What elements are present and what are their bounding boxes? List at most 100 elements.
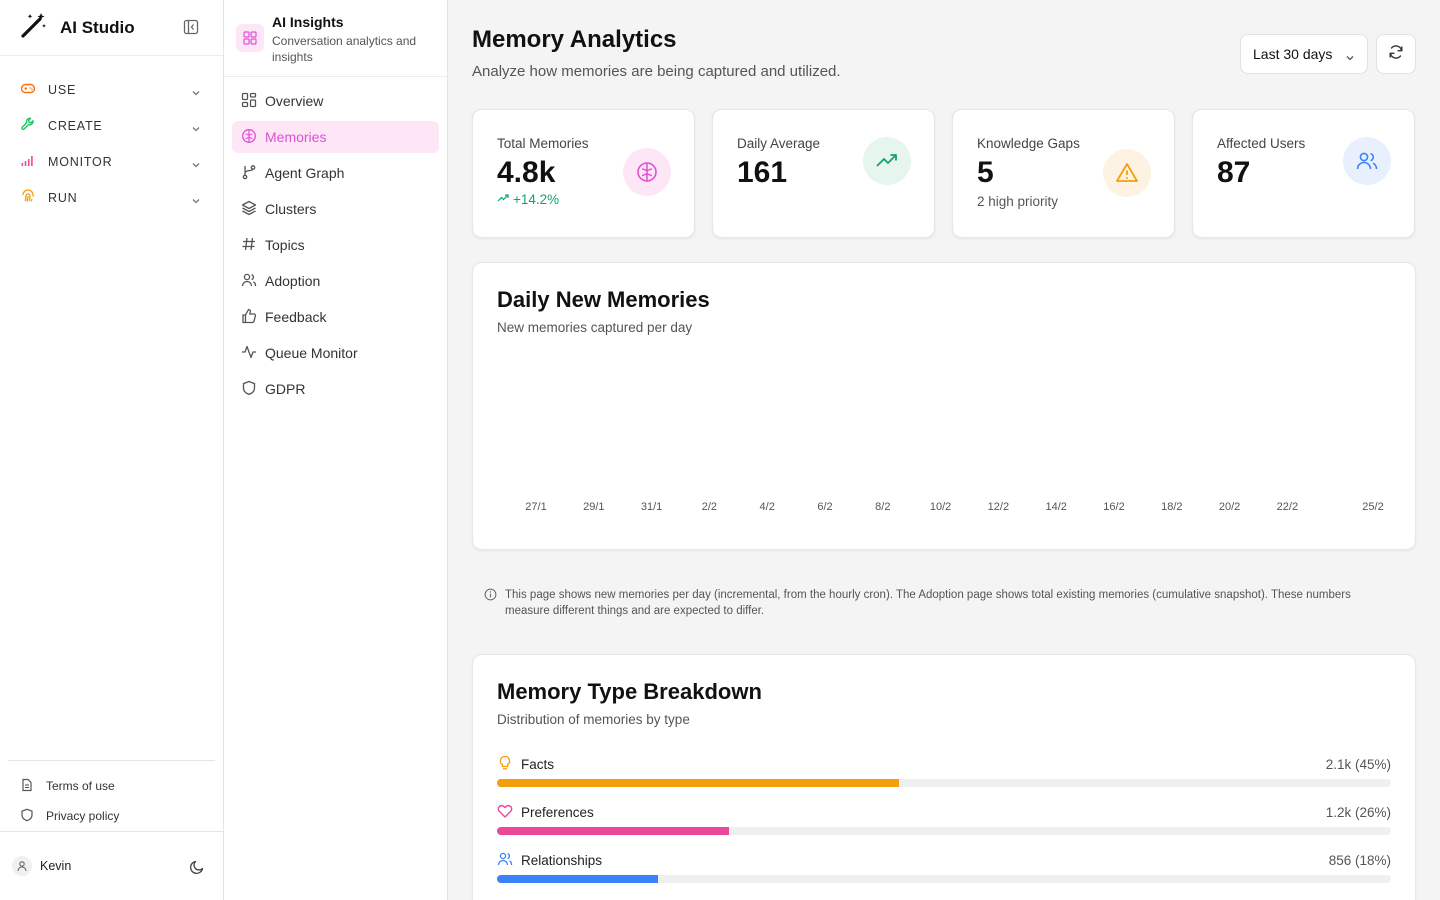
app-title: AI Studio xyxy=(60,17,135,37)
nav-group-run[interactable]: RUN xyxy=(0,180,223,216)
section-item-label: Queue Monitor xyxy=(265,345,358,361)
stat-value: 87 xyxy=(1217,156,1251,189)
refresh-icon xyxy=(1388,44,1404,65)
x-tick-label: 20/2 xyxy=(1218,501,1241,513)
users-icon xyxy=(497,851,513,870)
section-item-label: Feedback xyxy=(265,309,327,325)
nav-group-use[interactable]: USE xyxy=(0,72,223,108)
stat-label: Total Memories xyxy=(497,136,589,151)
section-item-label: Adoption xyxy=(265,273,321,289)
git-branch-icon xyxy=(241,164,257,183)
breakdown-bar-track xyxy=(497,827,1391,835)
chevron-down-icon xyxy=(191,193,201,211)
x-tick-label: 31/1 xyxy=(640,501,663,513)
x-tick-label: 10/2 xyxy=(929,501,952,513)
nav-group-label: USE xyxy=(48,83,77,97)
signal-icon xyxy=(20,152,36,173)
user-icon[interactable] xyxy=(12,856,32,876)
user-bar: Kevin xyxy=(0,831,223,900)
stat-card-daily-average: Daily Average 161 xyxy=(712,109,935,238)
chevron-down-icon xyxy=(1345,50,1355,66)
section-nav: Overview Memories Agent Graph Clusters T… xyxy=(224,77,447,405)
daily-memories-chart: Daily New Memories New memories captured… xyxy=(472,262,1416,550)
breakdown-value: 1.2k (26%) xyxy=(1325,804,1391,820)
brain-icon xyxy=(241,128,257,147)
info-icon xyxy=(484,588,497,619)
section-item-clusters[interactable]: Clusters xyxy=(232,193,439,225)
activity-icon xyxy=(241,344,257,363)
breakdown-title: Memory Type Breakdown xyxy=(497,679,762,704)
x-tick-label: 22/2 xyxy=(1276,501,1299,513)
nav-group-label: MONITOR xyxy=(48,155,113,169)
date-range-select[interactable]: Last 30 days xyxy=(1240,34,1368,74)
section-title: AI Insights xyxy=(272,14,344,30)
terms-label: Terms of use xyxy=(46,779,115,793)
section-item-adoption[interactable]: Adoption xyxy=(232,265,439,297)
wrench-icon xyxy=(20,116,36,137)
privacy-label: Privacy policy xyxy=(46,809,120,823)
document-icon xyxy=(20,778,34,795)
brand: AI Studio xyxy=(0,0,223,56)
page-subtitle: Analyze how memories are being captured … xyxy=(472,63,841,80)
breakdown-label: Preferences xyxy=(521,804,594,820)
breakdown-value: 2.1k (45%) xyxy=(1325,756,1391,772)
gamepad-icon xyxy=(20,80,36,101)
x-tick-label: 4/2 xyxy=(759,501,775,513)
breakdown-label: Facts xyxy=(521,756,555,772)
user-name[interactable]: Kevin xyxy=(40,859,72,873)
grid-icon xyxy=(241,92,257,111)
date-range-value: Last 30 days xyxy=(1253,46,1333,62)
section-item-queue-monitor[interactable]: Queue Monitor xyxy=(232,337,439,369)
x-tick-label: 25/2 xyxy=(1362,501,1384,513)
x-tick-label: 8/2 xyxy=(875,501,891,513)
section-item-overview[interactable]: Overview xyxy=(232,85,439,117)
x-tick-label: 16/2 xyxy=(1103,501,1125,513)
section-item-topics[interactable]: Topics xyxy=(232,229,439,261)
x-tick-label: 12/2 xyxy=(987,501,1010,513)
section-item-memories[interactable]: Memories xyxy=(232,121,439,153)
moon-icon[interactable] xyxy=(189,859,205,880)
terms-link[interactable]: Terms of use xyxy=(8,771,215,801)
section-item-label: Overview xyxy=(265,93,324,109)
section-item-agent-graph[interactable]: Agent Graph xyxy=(232,157,439,189)
stat-label: Knowledge Gaps xyxy=(977,136,1080,151)
hash-icon xyxy=(241,236,257,255)
trending-up-icon xyxy=(863,137,911,185)
main-nav: USE CREATE MONITOR RUN xyxy=(0,56,223,216)
info-note-text: This page shows new memories per day (in… xyxy=(505,589,1351,617)
chevron-down-icon xyxy=(191,121,201,139)
section-header: AI Insights Conversation analytics and i… xyxy=(224,0,447,77)
breakdown-row-facts: Facts 2.1k (45%) xyxy=(497,755,1391,787)
sidebar-collapse-icon[interactable] xyxy=(183,19,201,37)
brain-icon xyxy=(623,148,671,196)
nav-group-label: CREATE xyxy=(48,119,103,133)
app-sidebar: AI Studio USE CREATE MONITOR xyxy=(0,0,224,900)
breakdown-bar-track xyxy=(497,779,1391,787)
stat-trend-value: +14.2% xyxy=(513,192,560,207)
privacy-link[interactable]: Privacy policy xyxy=(8,801,215,831)
users-icon xyxy=(241,272,257,291)
section-item-feedback[interactable]: Feedback xyxy=(232,301,439,333)
nav-group-create[interactable]: CREATE xyxy=(0,108,223,144)
users-icon xyxy=(1343,137,1391,185)
main-content: Memory Analytics Analyze how memories ar… xyxy=(448,0,1440,900)
breakdown-subtitle: Distribution of memories by type xyxy=(497,712,690,727)
refresh-button[interactable] xyxy=(1376,34,1416,74)
stat-card-knowledge-gaps: Knowledge Gaps 5 2 high priority xyxy=(952,109,1175,238)
chevron-down-icon xyxy=(191,157,201,175)
page-title: Memory Analytics xyxy=(472,26,677,53)
stat-card-affected-users: Affected Users 87 xyxy=(1192,109,1415,238)
section-description: Conversation analytics and insights xyxy=(272,34,417,64)
stat-trend: +14.2% xyxy=(497,192,559,207)
stat-value: 5 xyxy=(977,156,994,189)
magic-wand-icon xyxy=(20,11,48,44)
breakdown-value: 856 (18%) xyxy=(1328,852,1391,868)
stat-value: 4.8k xyxy=(497,156,556,189)
x-tick-label: 2/2 xyxy=(701,501,718,513)
shield-icon xyxy=(20,808,34,825)
section-item-gdpr[interactable]: GDPR xyxy=(232,373,439,405)
nav-group-monitor[interactable]: MONITOR xyxy=(0,144,223,180)
nav-group-label: RUN xyxy=(48,191,78,205)
shield-icon xyxy=(241,380,257,399)
section-item-label: Agent Graph xyxy=(265,165,345,181)
